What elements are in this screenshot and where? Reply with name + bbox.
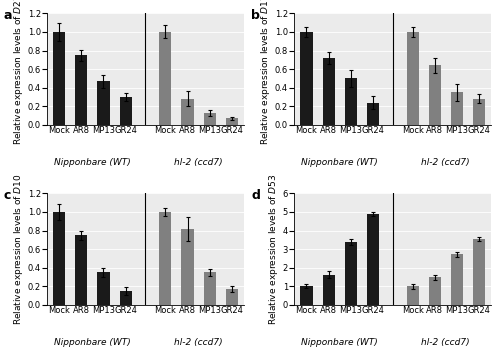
Bar bbox=[182, 229, 194, 305]
Bar bbox=[160, 212, 172, 305]
Text: b: b bbox=[251, 9, 260, 22]
Text: hl-2 (ccd7): hl-2 (ccd7) bbox=[174, 338, 223, 347]
Text: Nipponbare (WT): Nipponbare (WT) bbox=[54, 338, 131, 347]
Y-axis label: Relative expression levels of $\it{D10}$: Relative expression levels of $\it{D10}$ bbox=[12, 173, 25, 325]
Bar bbox=[76, 55, 88, 125]
Bar bbox=[322, 275, 334, 305]
Text: hl-2 (ccd7): hl-2 (ccd7) bbox=[174, 158, 223, 167]
Bar bbox=[473, 239, 485, 305]
Bar bbox=[226, 118, 238, 125]
Bar bbox=[300, 286, 312, 305]
Bar bbox=[204, 113, 216, 125]
Bar bbox=[428, 277, 441, 305]
Text: hl-2 (ccd7): hl-2 (ccd7) bbox=[422, 338, 470, 347]
Bar bbox=[98, 81, 110, 125]
Text: Nipponbare (WT): Nipponbare (WT) bbox=[302, 338, 378, 347]
Bar bbox=[428, 66, 441, 125]
Text: Nipponbare (WT): Nipponbare (WT) bbox=[302, 158, 378, 167]
Bar bbox=[160, 32, 172, 125]
Y-axis label: Relative expression levels of $\it{D27}$: Relative expression levels of $\it{D27}$ bbox=[12, 0, 25, 145]
Text: a: a bbox=[4, 9, 12, 22]
Y-axis label: Relative expression levels of $\it{D17}$: Relative expression levels of $\it{D17}$ bbox=[259, 0, 272, 145]
Bar bbox=[300, 32, 312, 125]
Bar bbox=[344, 242, 357, 305]
Bar bbox=[76, 235, 88, 305]
Bar bbox=[473, 99, 485, 125]
Bar bbox=[226, 289, 238, 305]
Bar bbox=[98, 273, 110, 305]
Bar bbox=[322, 58, 334, 125]
Y-axis label: Relative expression levels of $\it{D53}$: Relative expression levels of $\it{D53}$ bbox=[267, 174, 280, 325]
Text: Nipponbare (WT): Nipponbare (WT) bbox=[54, 158, 131, 167]
Text: c: c bbox=[4, 189, 11, 202]
Bar bbox=[204, 273, 216, 305]
Bar bbox=[451, 93, 463, 125]
Bar bbox=[406, 286, 418, 305]
Bar bbox=[53, 212, 66, 305]
Bar bbox=[182, 99, 194, 125]
Bar bbox=[120, 291, 132, 305]
Bar bbox=[120, 97, 132, 125]
Text: d: d bbox=[251, 189, 260, 202]
Text: hl-2 (ccd7): hl-2 (ccd7) bbox=[422, 158, 470, 167]
Bar bbox=[451, 254, 463, 305]
Bar bbox=[344, 78, 357, 125]
Bar bbox=[366, 103, 379, 125]
Bar bbox=[406, 32, 418, 125]
Bar bbox=[366, 214, 379, 305]
Bar bbox=[53, 32, 66, 125]
